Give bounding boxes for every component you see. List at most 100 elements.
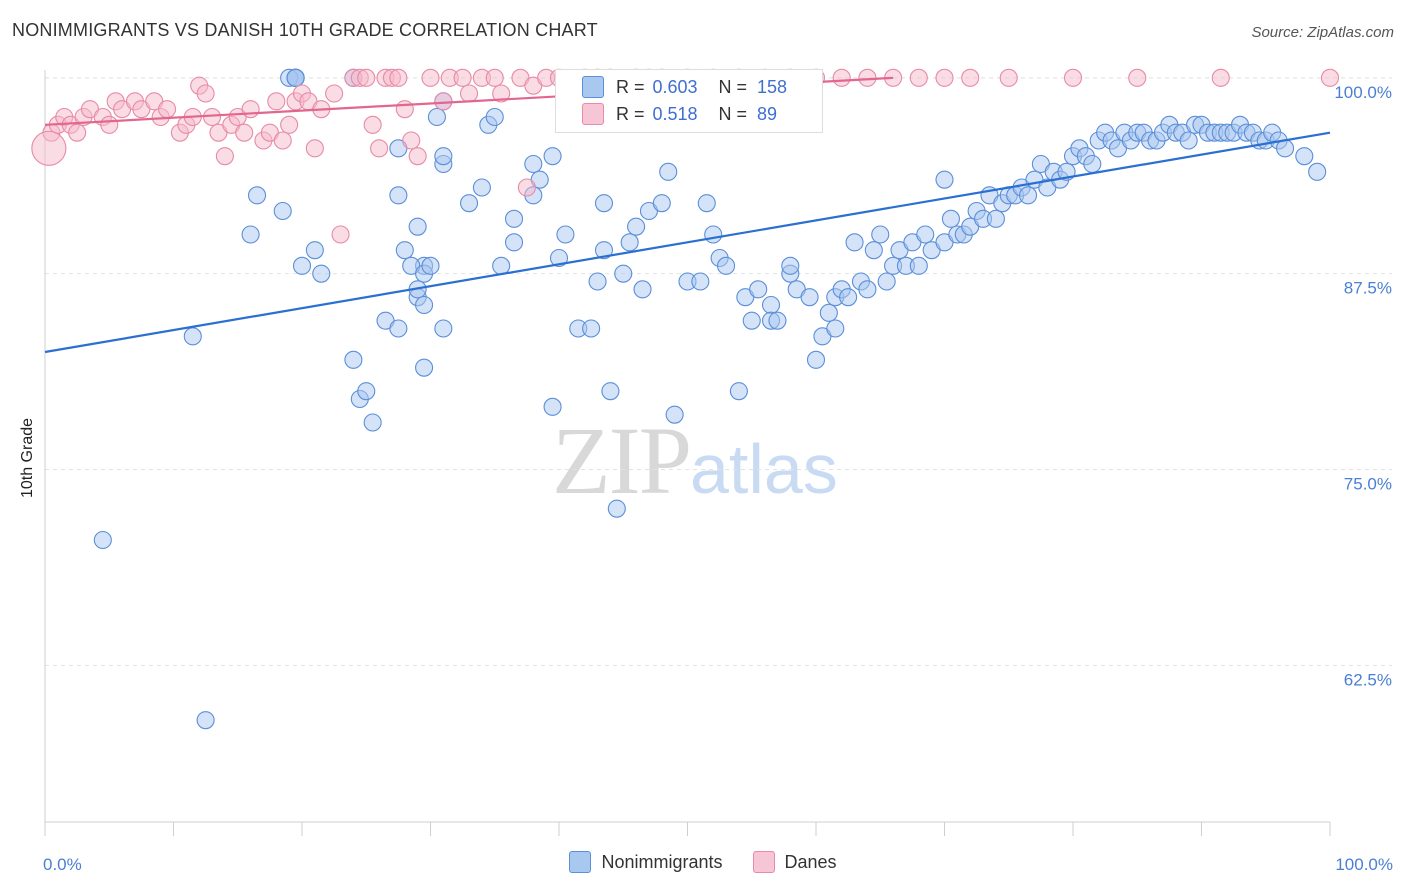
point-danes — [453, 68, 472, 87]
point-danes — [100, 115, 119, 134]
point-danes — [492, 84, 511, 103]
point-nonimmigrants — [659, 162, 678, 181]
point-nonimmigrants — [614, 264, 633, 283]
y-tick-label: 100.0% — [1334, 83, 1392, 102]
point-nonimmigrants — [877, 272, 896, 291]
stats-legend: R = 0.603 N = 158 R = 0.518 N = 89 — [555, 69, 823, 133]
point-danes — [459, 84, 479, 103]
x-tick-label: 100.0% — [1335, 855, 1393, 874]
point-nonimmigrants — [601, 382, 620, 401]
point-nonimmigrants — [607, 499, 626, 518]
point-danes — [961, 68, 980, 87]
point-danes — [68, 123, 87, 142]
point-danes — [909, 68, 928, 87]
point-nonimmigrants — [749, 280, 768, 299]
point-danes — [408, 147, 427, 166]
point-danes — [215, 147, 234, 166]
y-axis-label: 10th Grade — [19, 418, 36, 498]
legend-n-label: N = — [718, 103, 748, 124]
legend-n-value: 158 — [757, 76, 788, 97]
point-danes — [235, 123, 254, 142]
point-nonimmigrants — [543, 147, 562, 166]
legend-r-label: R = — [616, 76, 645, 97]
legend-r-value: 0.518 — [652, 103, 698, 124]
point-nonimmigrants — [459, 194, 479, 213]
point-nonimmigrants — [1295, 147, 1314, 166]
point-nonimmigrants — [363, 413, 382, 432]
legend-row-nonimmigrants: R = 0.603 N = 158 — [556, 74, 787, 100]
point-nonimmigrants — [504, 233, 524, 252]
point-nonimmigrants — [620, 233, 639, 252]
point-danes — [1063, 68, 1083, 87]
legend-item-nonimmigrants[interactable]: Nonimmigrants — [569, 851, 723, 873]
point-nonimmigrants — [312, 264, 331, 283]
point-nonimmigrants — [344, 350, 363, 369]
point-nonimmigrants — [768, 311, 787, 330]
point-nonimmigrants — [434, 147, 453, 166]
point-nonimmigrants — [697, 194, 716, 213]
point-nonimmigrants — [704, 225, 723, 244]
point-nonimmigrants — [871, 225, 890, 244]
point-nonimmigrants — [408, 217, 427, 236]
point-nonimmigrants — [742, 311, 761, 330]
y-tick-label: 87.5% — [1344, 279, 1392, 298]
point-nonimmigrants — [864, 241, 883, 260]
point-nonimmigrants — [800, 288, 819, 307]
points-layer — [31, 68, 1340, 730]
point-nonimmigrants — [1018, 186, 1038, 205]
x-tick-label: 0.0% — [43, 855, 82, 874]
point-nonimmigrants — [549, 248, 569, 268]
point-nonimmigrants — [1308, 162, 1327, 181]
point-nonimmigrants — [633, 280, 652, 299]
point-nonimmigrants — [716, 256, 736, 275]
point-danes — [389, 68, 408, 87]
point-nonimmigrants — [305, 241, 324, 260]
point-danes — [832, 68, 851, 87]
point-nonimmigrants — [858, 280, 877, 299]
legend-r-label: R = — [616, 103, 645, 124]
trend-line-nonimmigrants — [44, 131, 1331, 354]
point-nonimmigrants — [1083, 154, 1102, 174]
legend-r-value: 0.603 — [652, 76, 698, 97]
point-danes — [305, 139, 324, 158]
legend-row-danes: R = 0.518 N = 89 — [556, 101, 777, 127]
y-tick-label: 62.5% — [1344, 670, 1392, 689]
legend-swatch-blue — [569, 851, 592, 873]
chart-source: Source: ZipAtlas.com — [1251, 24, 1394, 41]
point-danes — [421, 68, 440, 87]
point-nonimmigrants — [582, 319, 601, 338]
point-danes — [1128, 68, 1147, 87]
point-nonimmigrants — [492, 256, 511, 275]
point-danes — [158, 100, 177, 119]
point-danes — [357, 68, 376, 87]
point-nonimmigrants — [691, 272, 710, 291]
point-nonimmigrants — [1179, 131, 1198, 150]
point-nonimmigrants — [421, 256, 440, 275]
axis-layer: 62.5% 75.0% 87.5% 100.0% 0.0% 100.0% — [43, 70, 1393, 874]
point-danes — [1211, 68, 1230, 87]
point-nonimmigrants — [241, 225, 260, 244]
point-nonimmigrants — [286, 68, 305, 87]
point-nonimmigrants — [935, 170, 954, 189]
point-danes — [370, 139, 389, 158]
point-danes — [31, 130, 67, 166]
point-nonimmigrants — [196, 711, 215, 730]
point-danes — [280, 115, 299, 134]
point-nonimmigrants — [845, 233, 864, 252]
series-legend: Nonimmigrants Danes — [0, 851, 1406, 873]
y-tick-label: 75.0% — [1344, 475, 1392, 494]
point-danes — [1320, 68, 1340, 87]
point-nonimmigrants — [781, 256, 800, 275]
point-nonimmigrants — [357, 382, 376, 401]
point-danes — [196, 84, 215, 103]
point-danes — [999, 68, 1018, 87]
point-danes — [402, 131, 421, 150]
legend-swatch-pink — [582, 103, 604, 125]
point-nonimmigrants — [273, 201, 292, 221]
grid-layer — [45, 77, 1392, 666]
legend-n-label: N = — [718, 76, 748, 97]
legend-item-danes[interactable]: Danes — [752, 851, 837, 873]
watermark-zip: ZIP — [552, 407, 692, 514]
point-nonimmigrants — [504, 209, 524, 228]
point-danes — [935, 68, 954, 87]
